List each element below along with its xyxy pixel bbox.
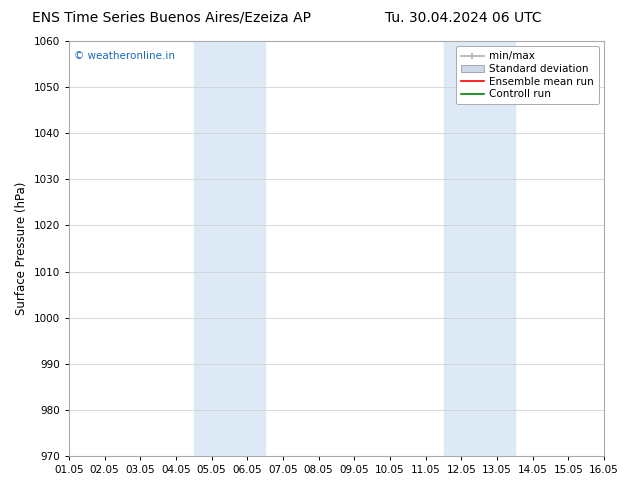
Legend: min/max, Standard deviation, Ensemble mean run, Controll run: min/max, Standard deviation, Ensemble me…	[456, 46, 599, 104]
Bar	[444, 41, 515, 456]
Text: Tu. 30.04.2024 06 UTC: Tu. 30.04.2024 06 UTC	[384, 11, 541, 25]
Text: ENS Time Series Buenos Aires/Ezeiza AP: ENS Time Series Buenos Aires/Ezeiza AP	[32, 11, 311, 25]
Y-axis label: Surface Pressure (hPa): Surface Pressure (hPa)	[15, 182, 28, 315]
Text: © weatheronline.in: © weatheronline.in	[74, 51, 175, 61]
Bar	[194, 41, 265, 456]
